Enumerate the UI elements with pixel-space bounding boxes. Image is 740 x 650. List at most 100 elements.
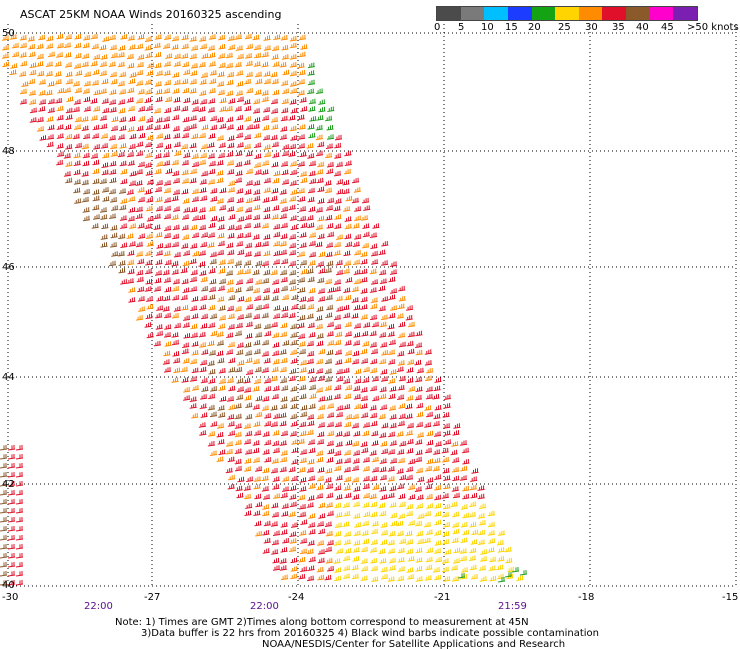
- wind-barb: [138, 133, 146, 139]
- wind-barb: [425, 484, 433, 490]
- wind-barb: [389, 485, 397, 492]
- wind-barb: [379, 321, 387, 328]
- note-line-3: NOAA/NESDIS/Center for Satellite Applica…: [262, 639, 566, 650]
- wind-barb: [153, 224, 161, 230]
- wind-barb: [261, 223, 269, 229]
- wind-barb: [299, 477, 307, 483]
- wind-barb: [316, 566, 324, 573]
- wind-barb: [64, 52, 72, 58]
- wind-barb: [201, 124, 209, 130]
- wind-barb: [145, 279, 153, 285]
- wind-barb: [272, 430, 280, 436]
- wind-barb: [479, 576, 487, 582]
- wind-barb: [263, 35, 271, 41]
- lat-label-48: 48: [2, 146, 15, 157]
- wind-barb: [199, 179, 207, 185]
- wind-barb: [343, 511, 351, 517]
- wind-barb: [468, 511, 476, 518]
- wind-barb: [209, 251, 217, 258]
- wind-barb: [406, 567, 414, 573]
- wind-barb: [218, 142, 226, 148]
- wind-barb: [15, 571, 24, 577]
- wind-barb: [146, 296, 154, 302]
- wind-barb: [469, 547, 477, 554]
- wind-barb: [370, 501, 378, 508]
- wind-barb: [378, 285, 386, 292]
- wind-barb: [228, 295, 236, 301]
- wind-barb: [325, 143, 334, 149]
- wind-barb: [406, 466, 414, 472]
- wind-barb: [434, 494, 442, 501]
- wind-barb: [189, 258, 197, 265]
- wind-barb: [297, 79, 306, 85]
- wind-barb: [162, 306, 170, 312]
- wind-barb: [7, 508, 16, 514]
- wind-barb: [307, 222, 315, 229]
- wind-barb: [263, 358, 271, 364]
- wind-barb: [210, 124, 218, 131]
- wind-barb: [218, 34, 226, 41]
- wind-barb: [155, 117, 163, 123]
- wind-barb: [317, 215, 325, 222]
- wind-barb: [189, 396, 197, 402]
- wind-barb: [246, 476, 254, 482]
- wind-barb: [83, 188, 91, 195]
- wind-barb: [0, 562, 8, 568]
- wind-barb: [82, 88, 90, 94]
- wind-barb: [272, 484, 280, 490]
- wind-barb: [290, 332, 298, 338]
- wind-barb: [324, 385, 332, 391]
- wind-barb: [417, 538, 425, 545]
- wind-barb: [65, 177, 73, 184]
- wind-barb: [190, 323, 198, 330]
- wind-barb: [181, 53, 189, 59]
- wind-barb: [29, 62, 37, 69]
- wind-barb: [246, 87, 254, 94]
- wind-barb: [236, 241, 244, 247]
- wind-barb: [172, 114, 180, 121]
- wind-barb: [344, 150, 352, 157]
- wind-barb: [45, 90, 53, 96]
- wind-barb: [245, 503, 253, 509]
- wind-barb: [253, 214, 261, 221]
- wind-barb: [119, 160, 127, 167]
- wind-barb: [326, 492, 334, 499]
- wind-barb: [371, 456, 379, 463]
- wind-barb: [489, 575, 497, 582]
- wind-barb: [164, 225, 172, 231]
- wind-barb: [362, 377, 370, 383]
- wind-barb: [396, 468, 404, 474]
- wind-barb: [398, 513, 406, 519]
- wind-barb: [288, 279, 296, 285]
- wind-barb: [280, 161, 289, 167]
- wind-barb: [172, 278, 180, 285]
- wind-barb: [135, 206, 143, 213]
- wind-barb: [353, 431, 361, 437]
- wind-barb: [452, 467, 460, 473]
- wind-barb: [390, 288, 398, 294]
- wind-barb: [15, 562, 24, 568]
- lon-label-minus15: -15: [722, 592, 739, 603]
- wind-barb: [324, 368, 332, 374]
- wind-barb: [0, 481, 8, 487]
- wind-barb: [28, 90, 36, 96]
- wind-barb: [234, 413, 242, 420]
- wind-barb: [317, 261, 325, 267]
- wind-barb: [102, 107, 110, 114]
- wind-barb: [243, 159, 251, 166]
- wind-barb: [120, 223, 128, 229]
- wind-barb: [333, 279, 342, 285]
- wind-barb: [273, 224, 281, 230]
- wind-barb: [399, 441, 407, 447]
- wind-barb: [342, 179, 350, 186]
- wind-barb: [291, 294, 299, 301]
- wind-barb: [334, 421, 342, 428]
- wind-barb: [326, 125, 334, 131]
- wind-barb: [471, 468, 479, 474]
- wind-barb: [504, 546, 512, 553]
- wind-barb: [262, 467, 270, 474]
- wind-barb: [217, 233, 225, 239]
- wind-barb: [227, 313, 235, 320]
- wind-barb: [289, 250, 297, 256]
- wind-barb: [128, 196, 136, 202]
